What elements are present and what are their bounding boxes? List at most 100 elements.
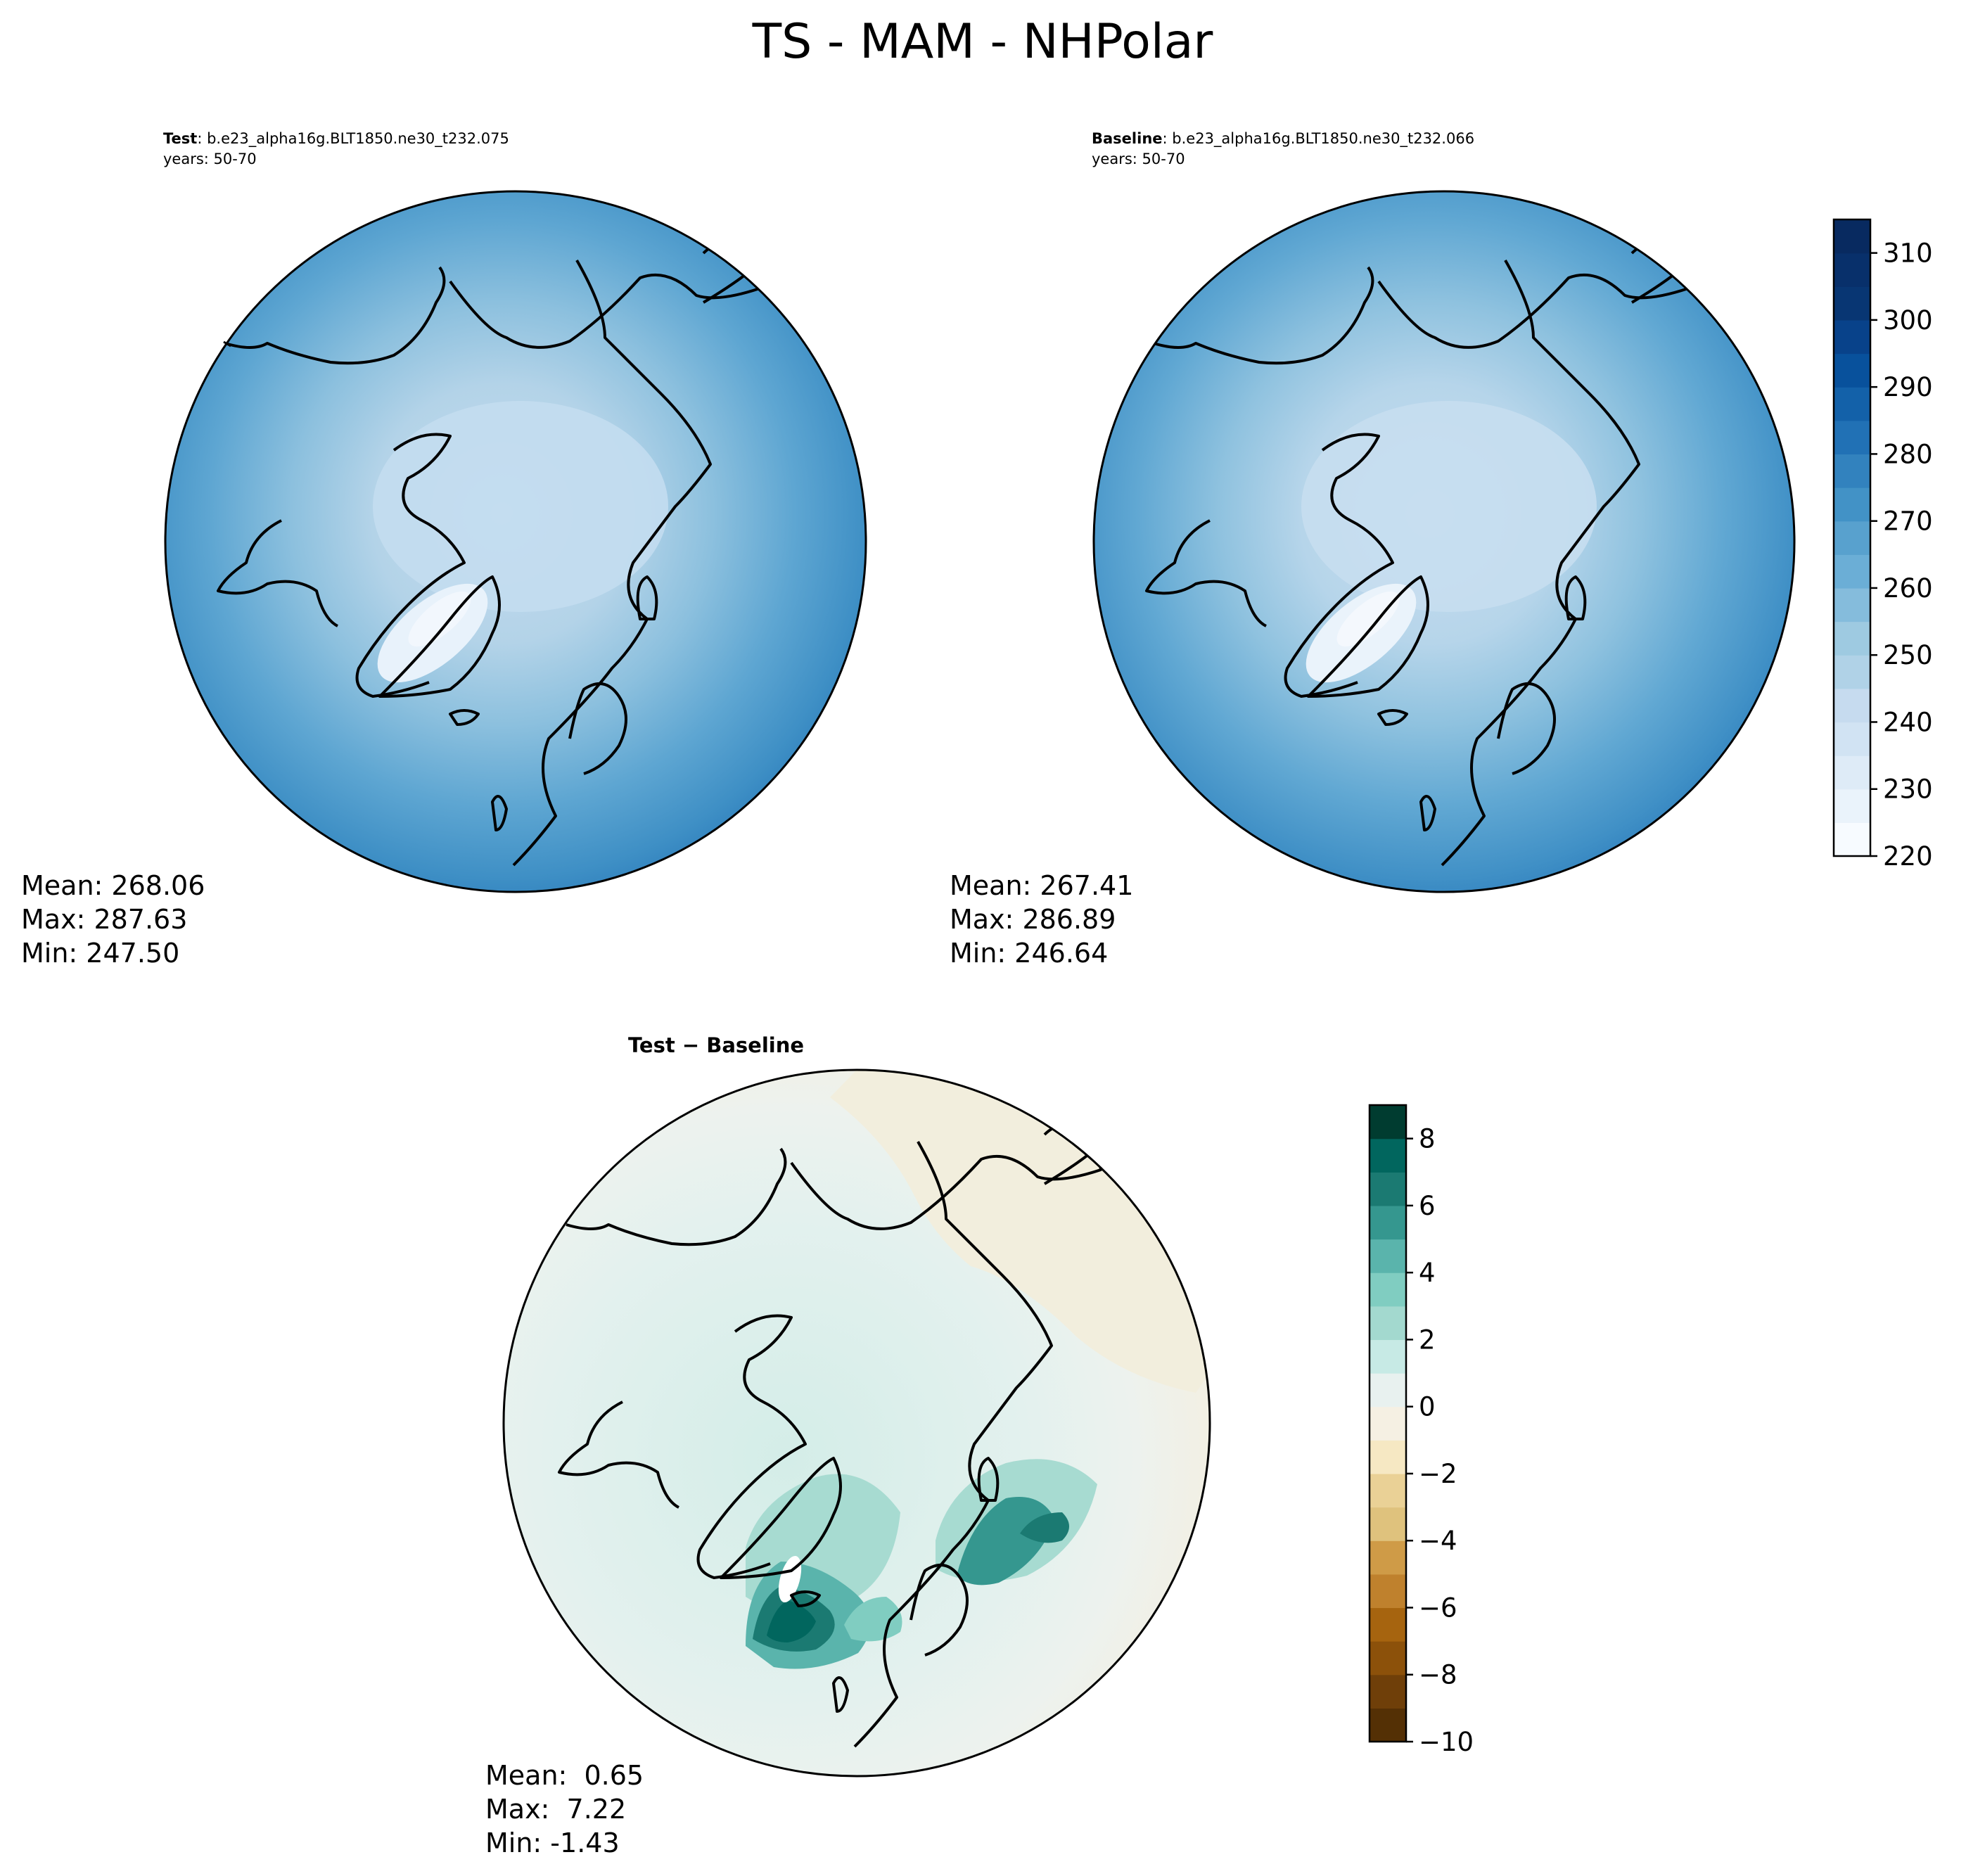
panel-test-title-text: b.e23_alpha16g.BLT1850.ne30_t232.075 — [207, 130, 509, 148]
colorbar-absolute-tick-label: 270 — [1883, 506, 1933, 537]
colorbar-absolute-tick-label: 220 — [1883, 841, 1933, 872]
colorbar-difference-frame — [1368, 1104, 1408, 1743]
panel-baseline-greenland-cold-2 — [1336, 591, 1400, 647]
colorbar-difference-segment — [1370, 1272, 1406, 1307]
colorbar-absolute-segment — [1834, 587, 1870, 623]
colorbar-absolute-segment — [1834, 286, 1870, 321]
colorbar-absolute: 220 230 240 250 260 270 280 290 300 310 — [1832, 218, 1933, 872]
panel-baseline-frame — [1092, 190, 1796, 893]
panel-test-greenland-cold-2 — [408, 591, 471, 647]
colorbar-absolute-segment — [1834, 755, 1870, 790]
colorbar-difference-tick-label: −10 — [1419, 1727, 1474, 1757]
colorbar-difference-tick-label: −8 — [1419, 1660, 1457, 1690]
colorbar-difference-tick-label: 6 — [1419, 1191, 1436, 1221]
coast-britain — [491, 795, 508, 831]
panel-baseline-arctic-core — [1301, 401, 1597, 612]
panel-test-frame — [164, 190, 867, 893]
panel-test-title: Test: b.e23_alpha16g.BLT1850.ne30_t232.0… — [163, 130, 509, 148]
colorbar-difference-segment — [1370, 1607, 1406, 1642]
colorbar-absolute-frame — [1832, 218, 1872, 857]
colorbar-absolute-segment — [1834, 521, 1870, 555]
colorbar-absolute-segment — [1834, 789, 1870, 823]
panel-baseline: Baseline: b.e23_alpha16g.BLT1850.ne30_t2… — [950, 130, 1796, 969]
panel-difference-positive-7 — [1020, 1512, 1069, 1543]
colorbar-difference-segment — [1370, 1674, 1406, 1709]
colorbar-difference: −10 −8 −6 −4 −2 0 2 4 6 8 — [1368, 1104, 1474, 1757]
panel-test-stat-mean: Mean: 268.06 — [21, 870, 205, 901]
colorbar-absolute-tick-label: 230 — [1883, 774, 1933, 805]
colorbar-difference-tick-label: 2 — [1419, 1325, 1436, 1355]
colorbar-difference-tick-label: −6 — [1419, 1593, 1457, 1623]
panel-test-subtitle: years: 50-70 — [163, 151, 257, 167]
panel-test-map — [165, 191, 866, 892]
colorbar-difference-segment — [1370, 1105, 1406, 1140]
panel-baseline-stat-max: Max: 286.89 — [950, 904, 1116, 935]
coast-scandinavia — [568, 682, 627, 775]
colorbar-absolute-segment — [1834, 822, 1870, 857]
colorbar-difference-tick-label: 0 — [1419, 1392, 1436, 1422]
colorbar-difference-tick-label: 8 — [1419, 1124, 1436, 1154]
colorbar-absolute-tick-label: 250 — [1883, 640, 1933, 670]
colorbar-absolute-tick-label: 280 — [1883, 439, 1933, 469]
colorbar-absolute-segment — [1834, 621, 1870, 656]
colorbar-absolute-segment — [1834, 655, 1870, 689]
panel-difference: Test − Baseline — [485, 1033, 1211, 1858]
colorbar-difference-segment — [1370, 1138, 1406, 1173]
panel-difference-negative-region — [830, 1070, 1210, 1393]
panel-baseline-coastlines — [1145, 243, 1690, 867]
colorbar-absolute-segment — [1834, 688, 1870, 723]
colorbar-absolute-tick-label: 310 — [1883, 238, 1933, 269]
colorbar-difference-segment — [1370, 1507, 1406, 1541]
panel-difference-stat-min: Min: -1.43 — [485, 1827, 620, 1858]
panel-difference-stat-max: Max: 7.22 — [485, 1794, 626, 1825]
panel-baseline-title: Baseline: b.e23_alpha16g.BLT1850.ne30_t2… — [1092, 130, 1474, 148]
panel-baseline-stat-mean: Mean: 267.41 — [950, 870, 1133, 901]
colorbar-difference-segment — [1370, 1440, 1406, 1474]
panel-difference-stat-mean: Mean: 0.65 — [485, 1760, 644, 1791]
coast-greenland — [378, 575, 501, 698]
panel-difference-map — [504, 1070, 1210, 1776]
colorbar-absolute-segment — [1834, 722, 1870, 756]
colorbar-absolute-segment — [1834, 219, 1870, 254]
coast-hudson — [217, 519, 339, 627]
panel-test-stat-max: Max: 287.63 — [21, 904, 187, 935]
colorbar-difference-segment — [1370, 1239, 1406, 1273]
colorbar-difference-segment — [1370, 1473, 1406, 1508]
coast-novaya — [636, 575, 658, 620]
colorbar-absolute-segment — [1834, 554, 1870, 589]
colorbar-absolute-tick-label: 260 — [1883, 573, 1933, 604]
colorbar-absolute-segment — [1834, 353, 1870, 388]
colorbar-difference-segment — [1370, 1406, 1406, 1441]
colorbar-difference-segment — [1370, 1306, 1406, 1341]
colorbar-difference-segment — [1370, 1339, 1406, 1374]
colorbar-difference-segment — [1370, 1574, 1406, 1609]
panel-baseline-title-sep: : — [1163, 130, 1173, 147]
colorbar-absolute-segment — [1834, 387, 1870, 421]
panel-difference-positive-5 — [767, 1600, 816, 1642]
panel-difference-frame — [502, 1068, 1211, 1778]
coast-iceland — [449, 709, 480, 726]
colorbar-absolute-segment — [1834, 420, 1870, 455]
panel-baseline-title-bold: Baseline — [1092, 130, 1163, 147]
colorbar-difference-tick-label: −4 — [1419, 1526, 1457, 1556]
panel-test-arctic-core — [373, 401, 668, 612]
panel-baseline-map — [1094, 191, 1794, 892]
coast-eurasia-west — [512, 260, 712, 867]
panel-test-coastlines — [217, 243, 761, 867]
colorbar-difference-segment — [1370, 1172, 1406, 1206]
colorbar-difference-segment — [1370, 1205, 1406, 1240]
panel-baseline-title-text: b.e23_alpha16g.BLT1850.ne30_t232.066 — [1172, 130, 1474, 148]
panel-test: Test: b.e23_alpha16g.BLT1850.ne30_t232.0… — [21, 130, 867, 969]
colorbar-absolute-segment — [1834, 253, 1870, 287]
panel-test-boundary-line — [223, 340, 231, 347]
panel-test-title-bold: Test — [163, 130, 197, 147]
panel-test-stat-min: Min: 247.50 — [21, 938, 179, 969]
colorbar-absolute-segment — [1834, 487, 1870, 522]
coast-north-america — [224, 265, 761, 365]
panel-difference-positive-6 — [957, 1497, 1055, 1585]
panel-baseline-subtitle: years: 50-70 — [1092, 151, 1185, 167]
colorbar-difference-tick-label: 4 — [1419, 1258, 1436, 1288]
panel-test-title-sep: : — [197, 130, 207, 147]
colorbar-absolute-tick-label: 290 — [1883, 372, 1933, 402]
